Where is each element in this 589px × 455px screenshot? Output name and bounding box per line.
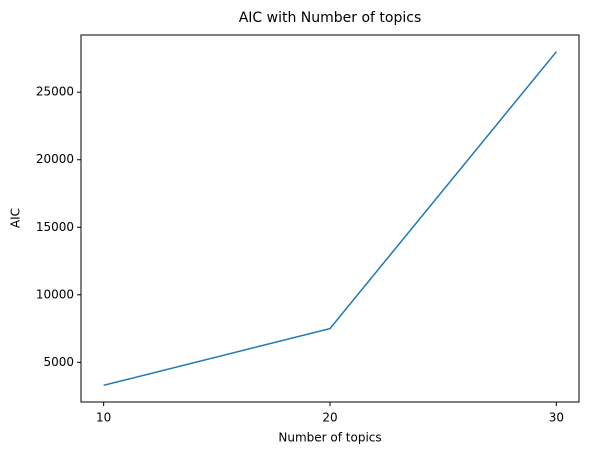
- x-axis-label: Number of topics: [278, 431, 381, 445]
- y-tick-label: 20000: [36, 152, 74, 166]
- y-tick-label: 15000: [36, 220, 74, 234]
- y-tick-label: 5000: [43, 355, 74, 369]
- x-tick-label: 10: [96, 411, 111, 425]
- data-line: [103, 51, 557, 387]
- y-tick-label: 25000: [36, 85, 74, 99]
- x-tick-label: 20: [322, 411, 337, 425]
- y-tick-label: 10000: [36, 287, 74, 301]
- chart-title: AIC with Number of topics: [239, 10, 422, 26]
- y-axis-label: AIC: [9, 208, 23, 228]
- plot-frame: [80, 34, 580, 403]
- x-tick-label: 30: [549, 411, 564, 425]
